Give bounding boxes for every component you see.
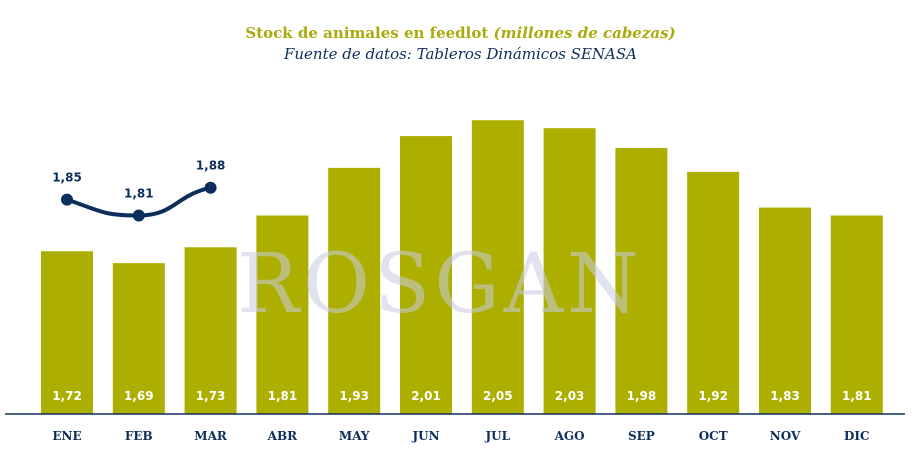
x-tick-label: SEP [628, 429, 655, 443]
x-tick-label: JUL [485, 429, 511, 443]
bar-oct [687, 171, 740, 414]
bar-label: 2,03 [555, 389, 585, 403]
bar-ago [543, 128, 596, 414]
title-units: (millones de cabezas) [493, 24, 676, 42]
x-tick-label: JUN [411, 429, 439, 443]
bar-label: 1,83 [770, 389, 800, 403]
x-tick-label: NOV [770, 429, 801, 443]
x-tick-label: ENE [52, 429, 81, 443]
bar-label: 1,69 [124, 389, 154, 403]
bar-jul [471, 120, 524, 414]
x-tick-label: FEB [125, 429, 153, 443]
line-point [204, 181, 217, 194]
bar-may [328, 167, 381, 414]
line-label: 1,81 [124, 187, 154, 201]
watermark-logo: ROSGAN [237, 237, 643, 332]
bar-label: 1,81 [842, 389, 872, 403]
x-tick-label: OCT [699, 429, 728, 443]
bar-label: 2,01 [411, 389, 441, 403]
bar-label: 1,98 [627, 389, 657, 403]
bar-dic [830, 215, 883, 414]
line-point [61, 193, 73, 206]
bar-label: 1,93 [339, 389, 369, 403]
chart-subtitle: Fuente de datos: Tableros Dinámicos SENA… [283, 45, 637, 63]
x-tick-label: DIC [844, 429, 870, 443]
bar-mar [184, 247, 237, 414]
title-main: Stock de animales en feedlot [245, 24, 489, 42]
bar-sep [615, 148, 668, 414]
bar-label: 1,92 [698, 389, 728, 403]
bar-nov [759, 207, 811, 414]
line-label: 1,88 [196, 159, 226, 173]
bar-ene [41, 251, 93, 414]
chart-title: Stock de animales en feedlot (millones d… [0, 24, 921, 42]
bar-label: 1,72 [52, 389, 82, 403]
bar-label: 2,05 [483, 389, 513, 403]
bar-jun [400, 136, 452, 414]
line-label: 1,85 [52, 171, 82, 185]
x-tick-label: AGO [554, 429, 585, 443]
x-tick-label: ABR [267, 429, 298, 443]
x-tick-label: MAY [339, 429, 370, 443]
bar-label: 1,73 [196, 389, 226, 403]
x-tick-label: MAR [194, 429, 228, 443]
bar-abr [256, 215, 309, 414]
line-point [132, 209, 145, 222]
bar-feb [112, 263, 165, 414]
bar-label: 1,81 [268, 389, 298, 403]
